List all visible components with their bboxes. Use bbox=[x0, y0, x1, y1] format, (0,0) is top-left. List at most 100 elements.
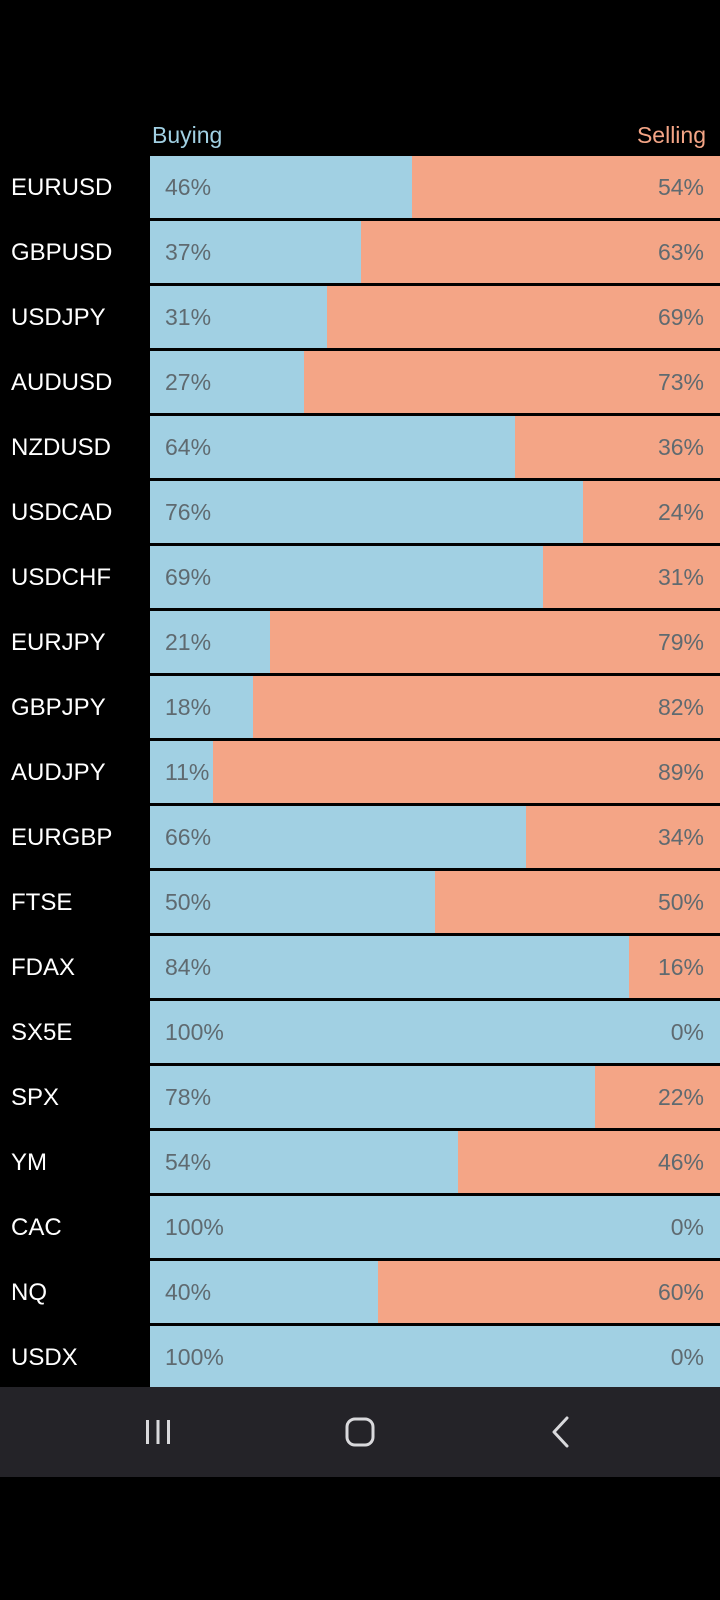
selling-percent: 24% bbox=[657, 499, 704, 525]
symbol-label: GBPUSD bbox=[11, 239, 113, 266]
buying-fill bbox=[150, 676, 253, 738]
selling-percent: 79% bbox=[657, 629, 704, 655]
selling-percent: 63% bbox=[657, 239, 704, 265]
buying-percent: 76% bbox=[165, 499, 212, 525]
sentiment-row-ftse: FTSE 50% 50% bbox=[0, 871, 720, 936]
symbol-label: FDAX bbox=[11, 954, 76, 981]
buying-percent: 64% bbox=[165, 434, 212, 460]
selling-percent: 0% bbox=[670, 1214, 704, 1240]
buying-fill bbox=[150, 1326, 720, 1388]
system-navigation-bar bbox=[0, 1387, 720, 1477]
buying-fill bbox=[150, 611, 270, 673]
selling-percent: 69% bbox=[657, 304, 704, 330]
sentiment-row-usdjpy: USDJPY 31% 69% bbox=[0, 286, 720, 351]
buying-fill bbox=[150, 286, 327, 348]
selling-percent: 89% bbox=[657, 759, 704, 785]
selling-percent: 50% bbox=[657, 889, 704, 915]
sentiment-header: Buying Selling bbox=[150, 120, 706, 154]
selling-percent: 31% bbox=[657, 564, 704, 590]
sentiment-bar: 11% 89% bbox=[150, 741, 720, 803]
selling-percent: 34% bbox=[657, 824, 704, 850]
sentiment-row-audusd: AUDUSD 27% 73% bbox=[0, 351, 720, 416]
symbol-label: USDCAD bbox=[11, 499, 113, 526]
buying-fill bbox=[150, 416, 515, 478]
sentiment-bar: 37% 63% bbox=[150, 221, 720, 283]
sentiment-bar: 27% 73% bbox=[150, 351, 720, 413]
sentiment-row-eurjpy: EURJPY 21% 79% bbox=[0, 611, 720, 676]
selling-percent: 0% bbox=[670, 1019, 704, 1045]
buying-percent: 21% bbox=[165, 629, 212, 655]
sentiment-bar: 78% 22% bbox=[150, 1066, 720, 1128]
symbol-label: FTSE bbox=[11, 889, 73, 916]
sentiment-bar: 18% 82% bbox=[150, 676, 720, 738]
symbol-label: USDCHF bbox=[11, 564, 111, 591]
recent-apps-button[interactable] bbox=[128, 1407, 188, 1457]
sentiment-row-audjpy: AUDJPY 11% 89% bbox=[0, 741, 720, 806]
sentiment-row-gbpjpy: GBPJPY 18% 82% bbox=[0, 676, 720, 741]
buying-fill bbox=[150, 806, 527, 868]
selling-percent: 36% bbox=[657, 434, 704, 460]
home-icon bbox=[345, 1417, 375, 1447]
sentiment-row-nq: NQ 40% 60% bbox=[0, 1261, 720, 1326]
symbol-label: SX5E bbox=[11, 1019, 73, 1046]
buying-percent: 50% bbox=[165, 889, 212, 915]
sentiment-row-cac: CAC 100% 0% bbox=[0, 1196, 720, 1261]
sentiment-row-usdx: USDX 100% 0% bbox=[0, 1326, 720, 1391]
buying-percent: 100% bbox=[165, 1019, 224, 1045]
sentiment-row-spx: SPX 78% 22% bbox=[0, 1066, 720, 1131]
sentiment-row-gbpusd: GBPUSD 37% 63% bbox=[0, 221, 720, 286]
buying-fill bbox=[150, 1196, 720, 1258]
sentiment-bar: 31% 69% bbox=[150, 286, 720, 348]
sentiment-row-fdax: FDAX 84% 16% bbox=[0, 936, 720, 1001]
sentiment-list: EURUSD 46% 54% GBPUSD 37% 63% USDJPY 31% 69% AUDU… bbox=[0, 156, 720, 1391]
symbol-label: USDJPY bbox=[11, 304, 106, 331]
symbol-label: GBPJPY bbox=[11, 694, 106, 721]
buying-percent: 31% bbox=[165, 304, 212, 330]
buying-fill bbox=[150, 1001, 720, 1063]
symbol-label: SPX bbox=[11, 1084, 60, 1111]
symbol-label: YM bbox=[11, 1149, 47, 1176]
buying-fill bbox=[150, 481, 584, 543]
sentiment-row-sx5e: SX5E 100% 0% bbox=[0, 1001, 720, 1066]
buying-fill bbox=[150, 741, 213, 803]
buying-percent: 66% bbox=[165, 824, 212, 850]
buying-header-label: Buying bbox=[152, 122, 223, 148]
buying-percent: 37% bbox=[165, 239, 212, 265]
sentiment-bar: 21% 79% bbox=[150, 611, 720, 673]
recent-apps-icon bbox=[146, 1420, 170, 1444]
symbol-label: NZDUSD bbox=[11, 434, 111, 461]
sentiment-row-usdcad: USDCAD 76% 24% bbox=[0, 481, 720, 546]
symbol-label: AUDJPY bbox=[11, 759, 106, 786]
buying-percent: 54% bbox=[165, 1149, 212, 1175]
selling-percent: 22% bbox=[657, 1084, 704, 1110]
sentiment-row-nzdusd: NZDUSD 64% 36% bbox=[0, 416, 720, 481]
selling-percent: 73% bbox=[657, 369, 704, 395]
sentiment-row-ym: YM 54% 46% bbox=[0, 1131, 720, 1196]
buying-fill bbox=[150, 546, 544, 608]
sentiment-row-eurgbp: EURGBP 66% 34% bbox=[0, 806, 720, 871]
selling-percent: 82% bbox=[657, 694, 704, 720]
symbol-label: USDX bbox=[11, 1344, 78, 1371]
selling-percent: 54% bbox=[657, 174, 704, 200]
sentiment-bar: 100% 0% bbox=[150, 1001, 720, 1063]
buying-percent: 46% bbox=[165, 174, 212, 200]
sentiment-bar: 100% 0% bbox=[150, 1326, 720, 1388]
buying-percent: 69% bbox=[165, 564, 212, 590]
back-icon bbox=[552, 1416, 569, 1448]
buying-fill bbox=[150, 351, 304, 413]
selling-percent: 0% bbox=[670, 1344, 704, 1370]
selling-percent: 60% bbox=[657, 1279, 704, 1305]
buying-percent: 18% bbox=[165, 694, 212, 720]
selling-percent: 46% bbox=[657, 1149, 704, 1175]
back-button[interactable] bbox=[532, 1407, 592, 1457]
buying-percent: 78% bbox=[165, 1084, 212, 1110]
home-button[interactable] bbox=[330, 1407, 390, 1457]
sentiment-bar: 46% 54% bbox=[150, 156, 720, 218]
sentiment-row-usdchf: USDCHF 69% 31% bbox=[0, 546, 720, 611]
sentiment-row-eurusd: EURUSD 46% 54% bbox=[0, 156, 720, 221]
buying-fill bbox=[150, 1066, 595, 1128]
buying-percent: 27% bbox=[165, 369, 212, 395]
buying-fill bbox=[150, 871, 435, 933]
sentiment-bar: 66% 34% bbox=[150, 806, 720, 868]
sentiment-bar: 69% 31% bbox=[150, 546, 720, 608]
